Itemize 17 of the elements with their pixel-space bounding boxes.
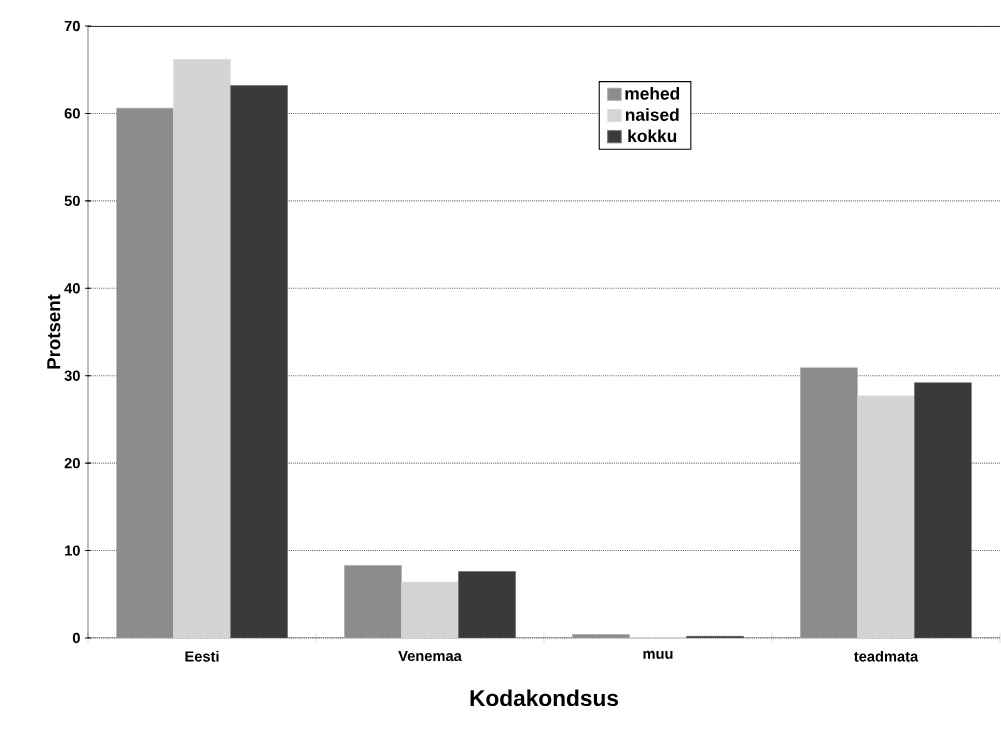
legend-label: kokku	[628, 129, 677, 143]
y-tick-label: 0	[72, 632, 80, 644]
x-tick-label: Venemaa	[398, 650, 462, 662]
x-axis-title: Kodakondsus	[470, 689, 618, 707]
y-tick-label: 60	[64, 108, 80, 119]
legend-label: naised	[625, 108, 679, 121]
x-tick-label: Eesti	[185, 650, 219, 662]
y-tick-label: 20	[64, 457, 80, 469]
y-tick-label: 30	[64, 370, 80, 381]
y-tick-label: 40	[64, 283, 80, 294]
x-tick-label: teadmata	[853, 650, 919, 662]
legend-label: mehed	[625, 86, 680, 100]
y-tick-label: 70	[64, 20, 80, 32]
y-tick-label: 50	[64, 195, 80, 207]
x-tick-label: muu	[643, 650, 673, 659]
y-axis-title: Protsent	[47, 294, 61, 369]
y-tick-label: 10	[65, 545, 80, 556]
